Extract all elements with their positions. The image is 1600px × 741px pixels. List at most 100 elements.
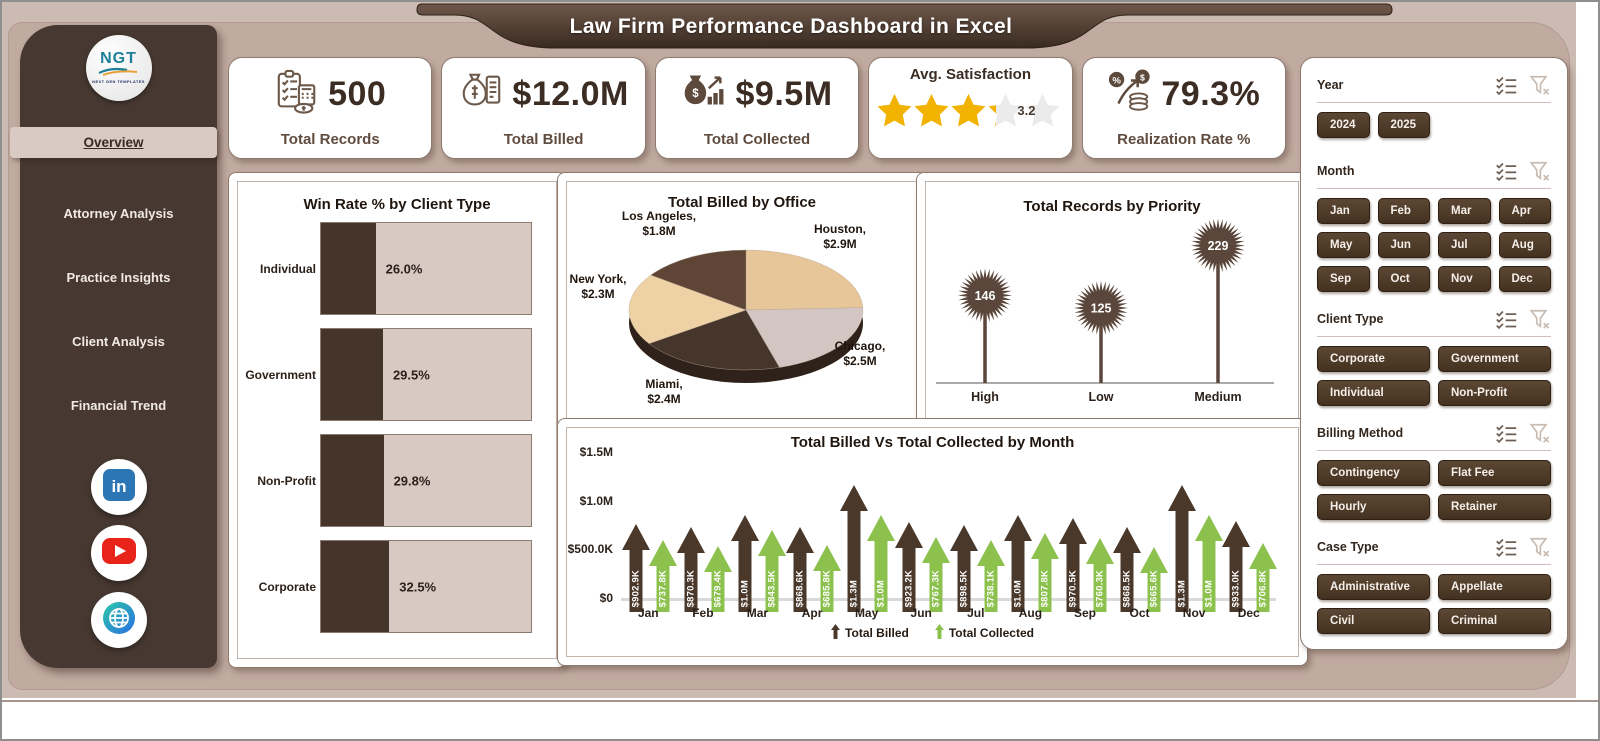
sidebar-item-attorney-analysis[interactable]: Attorney Analysis [63, 206, 174, 221]
arrow-value-label: $1.0M [1203, 579, 1215, 607]
star-icon [1024, 89, 1061, 136]
arrow-value-label: $898.5K [958, 569, 969, 607]
bar-fill [321, 329, 383, 420]
bar-category-label: Government [245, 367, 316, 382]
slicer-option-appellate[interactable]: Appellate [1438, 574, 1551, 600]
y-axis-tick: $0 [599, 591, 613, 605]
kpi-label: Total Collected [703, 131, 811, 148]
clear-filter-icon[interactable] [1528, 422, 1551, 444]
x-axis-label-jul: Jul [967, 606, 985, 620]
website-link[interactable] [90, 592, 147, 648]
legend-item-total-collected: Total Collected [934, 624, 1034, 642]
filter-section-case-type: Case Type Administrative Appellate Civil Cri… [1317, 536, 1551, 634]
slicer-option-jun[interactable]: Jun [1377, 232, 1430, 258]
slicer-option-may[interactable]: May [1317, 232, 1370, 258]
x-axis-label-oct: Oct [1129, 606, 1150, 620]
arrow-value-label: $738.1K [985, 569, 996, 607]
chart-title: Total Records by Priority [1023, 198, 1201, 215]
arrow-value-label: $767.3K [930, 569, 942, 607]
arrow-total-collected-jun: $767.3K [921, 537, 950, 612]
arrow-total-billed-feb: $870.3K [676, 527, 705, 612]
filter-label: Case Type [1317, 540, 1379, 554]
arrow-total-billed-mar: $1.0M [731, 515, 760, 612]
pie-label-houston: Houston, $2.9M [814, 222, 866, 251]
multi-select-icon[interactable] [1495, 75, 1518, 95]
slicer-option-government[interactable]: Government [1438, 346, 1551, 372]
slicer-option-dec[interactable]: Dec [1498, 266, 1551, 292]
clear-filter-icon[interactable] [1528, 308, 1551, 330]
bar-track: 32.5% [320, 540, 532, 633]
slicer-option-aug[interactable]: Aug [1498, 232, 1551, 258]
bar-track: 29.8% [320, 434, 532, 527]
filter-header: Case Type [1317, 536, 1551, 565]
slicer-option-corporate[interactable]: Corporate [1317, 346, 1430, 372]
svg-text:146: 146 [975, 289, 996, 303]
youtube-icon [101, 533, 137, 574]
sidebar-item-practice-insights[interactable]: Practice Insights [66, 270, 171, 285]
bar-fill [321, 223, 376, 314]
slicer-option-contingency[interactable]: Contingency [1317, 460, 1430, 486]
multi-select-icon[interactable] [1495, 537, 1518, 557]
slicer-option-feb[interactable]: Feb [1377, 198, 1430, 224]
slicer-option-criminal[interactable]: Criminal [1438, 608, 1551, 634]
arrow-value-label: $870.3K [685, 569, 697, 607]
star-icon [950, 89, 987, 136]
legend-item-total-billed: Total Billed [831, 624, 909, 642]
clear-filter-icon[interactable] [1528, 536, 1551, 558]
kpi-card-realization-rate-: % $79.3% Realization Rate % [1081, 57, 1287, 159]
linkedin-icon: in [102, 468, 136, 507]
slicer-option-apr[interactable]: Apr [1498, 198, 1551, 224]
sidebar-item-financial-trend[interactable]: Financial Trend [70, 398, 167, 413]
bar-row-non-profit: Non-Profit 29.8% [238, 434, 556, 527]
arrow-total-billed-sep: $970.5K [1058, 518, 1087, 612]
filter-label: Client Type [1317, 312, 1384, 326]
slicer-option-nov[interactable]: Nov [1438, 266, 1491, 292]
chart-title: Win Rate % by Client Type [303, 196, 491, 213]
sidebar-item-overview[interactable]: Overview [10, 127, 217, 158]
arrow-value-label: $868.5K [1121, 569, 1133, 607]
clear-filter-icon[interactable] [1528, 160, 1551, 182]
slicer-option-oct[interactable]: Oct [1377, 266, 1430, 292]
filter-options: Corporate Government Individual Non-Profit [1317, 346, 1551, 406]
slicer-option-flat-fee[interactable]: Flat Fee [1438, 460, 1551, 486]
slicer-option-jul[interactable]: Jul [1438, 232, 1491, 258]
slicer-option-2025[interactable]: 2025 [1377, 112, 1430, 138]
filter-label: Year [1317, 78, 1344, 92]
pie-label-chicago: Chicago, $2.5M [834, 339, 886, 368]
star-icon [913, 89, 950, 136]
legend-label: Total Collected [948, 626, 1034, 640]
multi-select-icon[interactable] [1495, 161, 1518, 181]
kpi-label: Avg. Satisfaction [909, 66, 1031, 83]
slicer-option-2024[interactable]: 2024 [1317, 112, 1370, 138]
slicer-option-administrative[interactable]: Administrative [1317, 574, 1430, 600]
bar-row-individual: Individual 26.0% [238, 222, 556, 315]
youtube-link[interactable] [90, 525, 147, 581]
clear-filter-icon[interactable] [1528, 74, 1551, 96]
records-icon [274, 69, 320, 120]
bar-track: 29.5% [320, 328, 532, 421]
multi-select-icon[interactable] [1495, 423, 1518, 443]
slicer-option-hourly[interactable]: Hourly [1317, 494, 1430, 520]
bar-value-label: 29.5% [392, 367, 430, 382]
kpi-top: % $79.3% [1107, 68, 1260, 120]
linkedin-link[interactable]: in [90, 459, 147, 515]
slicer-option-retainer[interactable]: Retainer [1438, 494, 1551, 520]
y-axis-tick: $1.0M [579, 493, 613, 508]
sidebar-item-client-analysis[interactable]: Client Analysis [72, 334, 165, 349]
filter-header: Client Type [1317, 308, 1551, 337]
arrow-value-label: $902.9K [630, 569, 642, 607]
slicer-option-jan[interactable]: Jan [1317, 198, 1370, 224]
y-axis-tick: $1.5M [579, 445, 613, 459]
chart-legend: Total Billed Total Collected [567, 624, 1298, 642]
slicer-option-sep[interactable]: Sep [1317, 266, 1370, 292]
svg-text:%: % [1113, 75, 1122, 86]
arrow-value-label: $1.0M [875, 579, 887, 607]
slicer-option-non-profit[interactable]: Non-Profit [1438, 380, 1551, 406]
slicer-option-mar[interactable]: Mar [1438, 198, 1491, 224]
slicer-option-individual[interactable]: Individual [1317, 380, 1430, 406]
multi-select-icon[interactable] [1495, 309, 1518, 329]
sheet-area [2, 700, 1598, 741]
slicer-option-civil[interactable]: Civil [1317, 608, 1430, 634]
realization-icon: % $ [1107, 68, 1153, 120]
kpi-label: Realization Rate % [1117, 131, 1251, 148]
